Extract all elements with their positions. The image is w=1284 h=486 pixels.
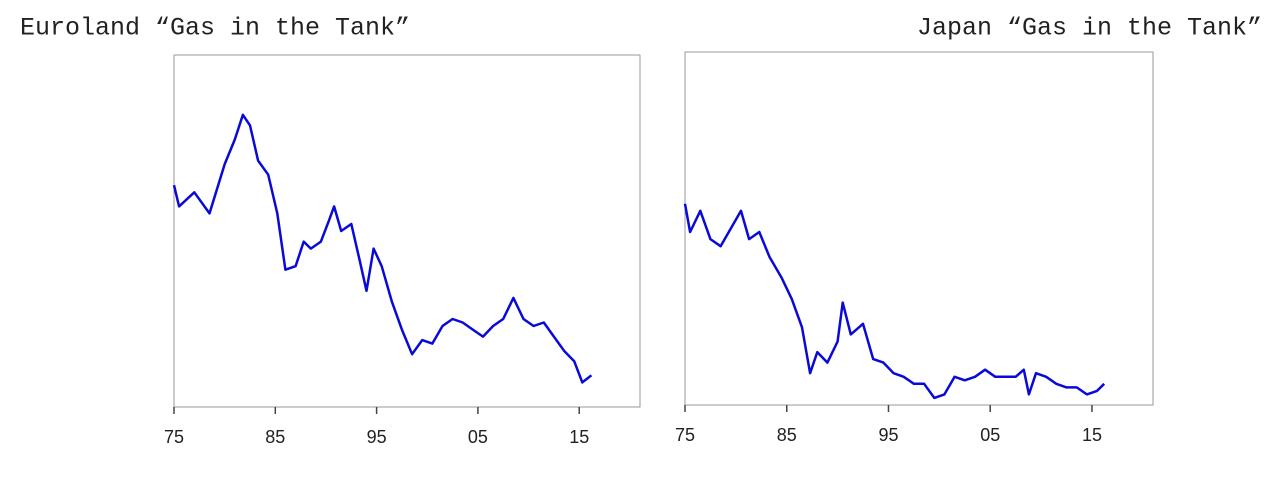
- x-tick-label: 05: [980, 425, 1000, 445]
- x-tick-label: 85: [777, 425, 797, 445]
- x-tick-label: 75: [164, 427, 184, 447]
- x-tick-label: 95: [878, 425, 898, 445]
- x-tick-label: 15: [569, 427, 589, 447]
- chart-title: Euroland “Gas in the Tank”: [20, 14, 410, 43]
- x-tick-label: 05: [468, 427, 488, 447]
- line: [683, 203, 1106, 400]
- x-tick-label: 75: [675, 425, 695, 445]
- x-tick-label: 15: [1082, 425, 1102, 445]
- line: [172, 113, 593, 384]
- x-tick-label: 85: [265, 427, 285, 447]
- chart-title: Japan “Gas in the Tank”: [917, 14, 1262, 43]
- plot-frame: [684, 51, 1154, 406]
- x-tick-label: 95: [367, 427, 387, 447]
- plot-frame: [173, 54, 641, 408]
